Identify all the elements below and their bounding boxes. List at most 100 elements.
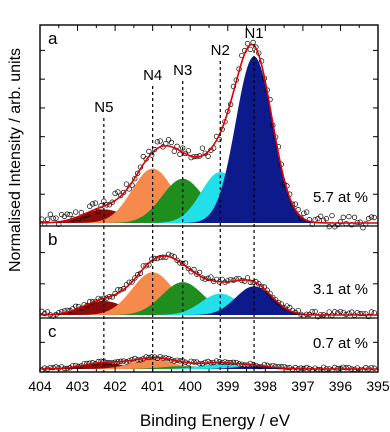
data-point <box>185 265 191 272</box>
data-point <box>157 138 163 144</box>
data-point <box>109 199 115 205</box>
data-point <box>95 358 101 365</box>
data-point <box>323 216 330 222</box>
data-point <box>123 181 130 187</box>
data-point <box>312 365 318 371</box>
data-point <box>275 144 282 150</box>
data-point <box>332 309 338 315</box>
peak-n4-panel-c <box>40 359 279 369</box>
data-point <box>278 364 284 370</box>
component-label-n4: N4 <box>143 67 162 84</box>
data-point <box>216 359 222 365</box>
x-tick-label: 399 <box>216 378 240 394</box>
data-point <box>95 208 101 215</box>
data-point <box>273 297 279 303</box>
peak-n3-panel-c <box>56 366 310 369</box>
data-point <box>165 137 172 143</box>
panels-layer: a 5.7 at % b 3.1 at % c 0.7 at % <box>39 29 378 373</box>
data-point <box>365 313 372 320</box>
data-point <box>346 365 352 371</box>
data-point <box>301 210 307 216</box>
peak-n2-panel-c <box>104 363 338 369</box>
x-tick-label: 395 <box>366 378 390 394</box>
data-point <box>143 263 149 269</box>
data-point <box>73 362 79 369</box>
data-point <box>50 365 56 371</box>
component-label-n3: N3 <box>173 62 192 79</box>
data-point <box>368 214 375 220</box>
data-point <box>64 211 70 217</box>
concentration-label-b: 3.1 at % <box>313 281 368 298</box>
data-point <box>368 309 375 315</box>
data-point <box>81 361 87 367</box>
text-layer: Binding Energy / eV Normalised Intensity… <box>7 48 291 430</box>
x-tick-label: 402 <box>103 378 127 394</box>
panel-letter-b: b <box>48 230 57 249</box>
data-point <box>112 190 118 196</box>
x-tick-label: 404 <box>28 378 52 394</box>
data-point <box>120 189 127 196</box>
data-point <box>154 139 161 145</box>
data-point <box>371 214 377 221</box>
data-point <box>53 215 59 221</box>
data-point <box>196 269 203 276</box>
data-point <box>115 189 121 195</box>
panel-b: b 3.1 at % <box>39 230 378 320</box>
x-axis-label: Binding Energy / eV <box>140 411 291 430</box>
data-point <box>326 224 332 230</box>
component-label-n5: N5 <box>94 99 113 116</box>
data-point <box>47 211 53 217</box>
data-point <box>58 211 65 218</box>
data-point <box>194 271 200 277</box>
data-point <box>371 365 377 371</box>
data-point <box>180 145 186 151</box>
data-point <box>312 308 318 315</box>
data-point <box>292 364 299 371</box>
data-point <box>247 46 253 52</box>
data-point <box>337 308 344 315</box>
data-point <box>168 139 175 146</box>
data-point <box>351 214 358 220</box>
panel-a: a 5.7 at % <box>39 29 378 231</box>
data-point <box>50 215 56 221</box>
peak-n5-panel-b <box>40 301 231 315</box>
data-point <box>354 365 360 371</box>
data-point <box>233 359 239 366</box>
data-point <box>340 214 346 220</box>
peak-n5-panel-c <box>40 363 231 369</box>
data-point <box>357 310 363 317</box>
y-axis-label: Normalised Intensity / arb. units <box>7 48 24 272</box>
peak-n5-panel-a <box>40 209 231 223</box>
panel-c: c 0.7 at % <box>39 322 378 373</box>
x-tick-label: 396 <box>329 378 353 394</box>
data-point <box>365 215 372 222</box>
data-point <box>143 354 149 360</box>
data-point <box>58 364 65 370</box>
data-point <box>92 200 99 206</box>
peak-n3-panel-a <box>56 178 310 223</box>
component-label-n1: N1 <box>244 25 263 42</box>
x-tick-label: 397 <box>291 378 315 394</box>
data-point <box>146 148 152 155</box>
data-point <box>343 365 349 371</box>
data-point <box>309 308 315 315</box>
data-point <box>303 209 310 215</box>
data-point <box>194 359 200 365</box>
data-point <box>337 219 344 225</box>
data-point <box>222 359 228 365</box>
panel-letter-c: c <box>48 322 57 341</box>
data-point <box>151 255 158 262</box>
concentration-label-a: 5.7 at % <box>313 189 368 206</box>
data-point <box>289 201 296 207</box>
data-point <box>73 209 79 215</box>
data-point <box>160 254 166 260</box>
peak-n1-panel-a <box>142 56 366 224</box>
data-point <box>208 274 214 280</box>
data-point <box>185 148 191 154</box>
data-point <box>191 359 197 365</box>
data-point <box>267 96 273 103</box>
data-point <box>363 364 369 371</box>
data-point <box>273 363 279 369</box>
data-point <box>89 201 96 207</box>
data-point <box>242 278 248 284</box>
